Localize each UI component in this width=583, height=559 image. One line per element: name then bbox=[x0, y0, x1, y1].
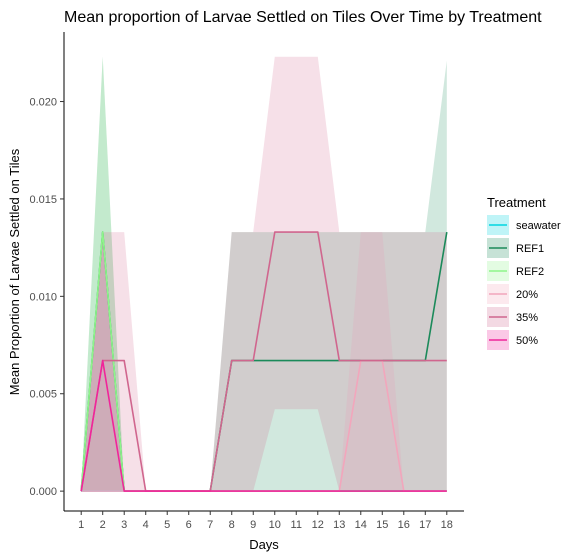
x-tick-label: 14 bbox=[355, 519, 367, 531]
y-axis-ticks: 0.000 0.005 0.010 0.015 0.020 bbox=[29, 97, 64, 498]
y-tick-label: 0.005 bbox=[29, 389, 57, 401]
ribbon-50pct bbox=[81, 232, 447, 492]
x-tick-label: 18 bbox=[441, 519, 453, 531]
x-tick-label: 12 bbox=[312, 519, 324, 531]
x-tick-label: 7 bbox=[207, 519, 213, 531]
legend: Treatment seawater REF1 REF2 20% 35% 50% bbox=[487, 195, 561, 350]
y-tick-label: 0.010 bbox=[29, 291, 57, 303]
x-tick-label: 10 bbox=[269, 519, 281, 531]
x-tick-label: 3 bbox=[121, 519, 127, 531]
y-tick-label: 0.015 bbox=[29, 194, 57, 206]
x-axis-ticks: 1 2 3 4 5 6 7 8 9 10 11 12 13 14 15 16 17 18 bbox=[78, 511, 453, 531]
line-layer bbox=[80, 231, 448, 492]
line-35pct bbox=[80, 231, 447, 492]
legend-label-ref1: REF1 bbox=[516, 243, 544, 255]
x-tick-label: 5 bbox=[164, 519, 170, 531]
x-tick-label: 11 bbox=[291, 519, 302, 531]
x-tick-label: 8 bbox=[229, 519, 235, 531]
y-axis-title: Mean Proportion of Larvae Settled on Til… bbox=[7, 148, 22, 395]
x-tick-label: 1 bbox=[78, 519, 84, 531]
x-tick-label: 2 bbox=[100, 519, 106, 531]
x-tick-label: 9 bbox=[250, 519, 256, 531]
x-tick-label: 4 bbox=[143, 519, 149, 531]
ribbon-35pct bbox=[81, 56, 447, 492]
y-tick-label: 0.000 bbox=[29, 486, 57, 498]
legend-title: Treatment bbox=[487, 195, 546, 210]
chart-title: Mean proportion of Larvae Settled on Til… bbox=[64, 9, 542, 26]
x-axis-title: Days bbox=[249, 537, 279, 552]
legend-label-20pct: 20% bbox=[516, 289, 538, 301]
y-tick-label: 0.020 bbox=[29, 97, 57, 109]
line-50pct bbox=[80, 359, 447, 492]
ribbon-layer bbox=[81, 56, 447, 492]
legend-label-seawater: seawater bbox=[516, 220, 561, 232]
ribbon-ref1 bbox=[81, 56, 447, 492]
legend-label-50pct: 50% bbox=[516, 335, 538, 347]
x-tick-label: 13 bbox=[333, 519, 345, 531]
x-tick-label: 16 bbox=[398, 519, 410, 531]
x-tick-label: 17 bbox=[419, 519, 431, 531]
ribbon-20pct bbox=[81, 232, 447, 492]
legend-label-ref2: REF2 bbox=[516, 266, 544, 278]
legend-label-35pct: 35% bbox=[516, 312, 538, 324]
x-tick-label: 6 bbox=[186, 519, 192, 531]
x-tick-label: 15 bbox=[376, 519, 388, 531]
